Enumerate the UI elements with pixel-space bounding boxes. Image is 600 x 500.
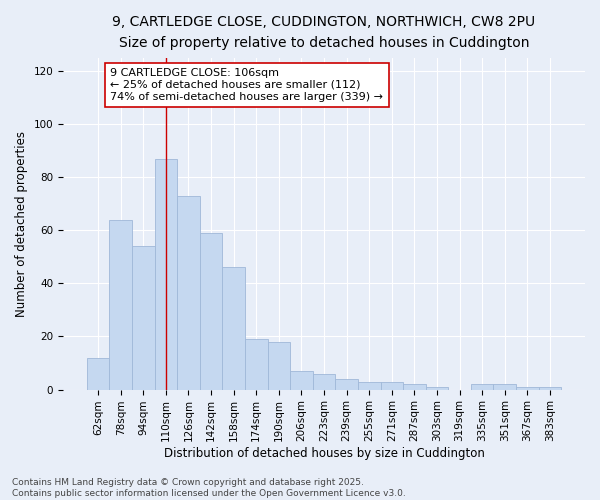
Title: 9, CARTLEDGE CLOSE, CUDDINGTON, NORTHWICH, CW8 2PU
Size of property relative to : 9, CARTLEDGE CLOSE, CUDDINGTON, NORTHWIC… <box>112 15 536 50</box>
Bar <box>313 374 335 390</box>
Bar <box>358 382 380 390</box>
Bar <box>200 233 223 390</box>
Bar <box>493 384 516 390</box>
Bar <box>335 379 358 390</box>
Bar <box>380 382 403 390</box>
Bar <box>109 220 132 390</box>
Bar <box>471 384 493 390</box>
Bar <box>87 358 109 390</box>
Bar <box>132 246 155 390</box>
Bar <box>425 387 448 390</box>
Bar <box>155 158 177 390</box>
Bar <box>223 268 245 390</box>
Bar <box>245 339 268 390</box>
Text: 9 CARTLEDGE CLOSE: 106sqm
← 25% of detached houses are smaller (112)
74% of semi: 9 CARTLEDGE CLOSE: 106sqm ← 25% of detac… <box>110 68 383 102</box>
Text: Contains HM Land Registry data © Crown copyright and database right 2025.
Contai: Contains HM Land Registry data © Crown c… <box>12 478 406 498</box>
Y-axis label: Number of detached properties: Number of detached properties <box>15 130 28 316</box>
Bar <box>177 196 200 390</box>
Bar <box>290 371 313 390</box>
Bar <box>268 342 290 390</box>
Bar <box>516 387 539 390</box>
X-axis label: Distribution of detached houses by size in Cuddington: Distribution of detached houses by size … <box>164 447 484 460</box>
Bar <box>403 384 425 390</box>
Bar <box>539 387 561 390</box>
